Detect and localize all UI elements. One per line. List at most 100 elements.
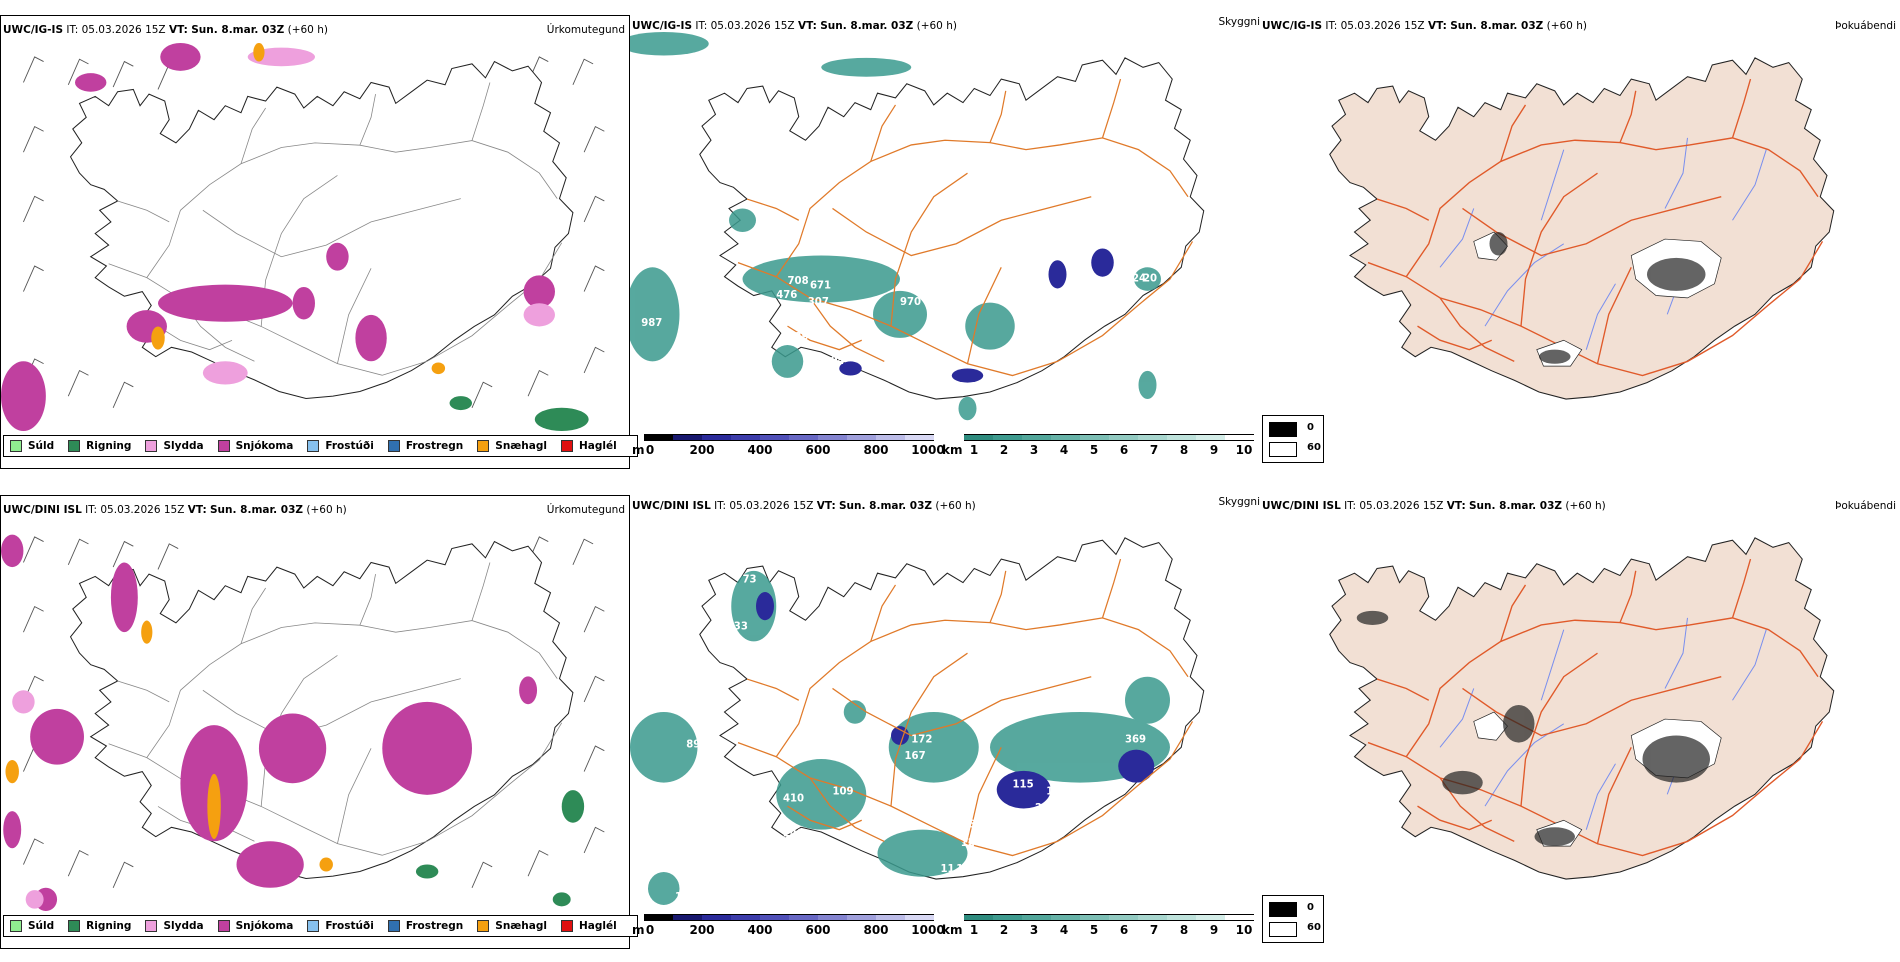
svg-text:18: 18	[1008, 246, 1022, 258]
fog-areas	[1356, 610, 1710, 847]
svg-text:708: 708	[788, 275, 809, 287]
svg-text:109: 109	[833, 785, 854, 797]
fog-title: Þokuábendi	[1835, 20, 1896, 32]
rain-areas	[415, 790, 585, 907]
svg-text:11: 11	[855, 863, 869, 875]
fog-legend-top: 0 60	[1262, 415, 1324, 463]
precip-type-panel: UWC/IG-IS IT: 05.03.2026 15Z VT: Sun. 8.…	[0, 15, 638, 469]
svg-text:970: 970	[900, 296, 921, 308]
svg-text:624: 624	[1125, 272, 1146, 284]
svg-text:416: 416	[1035, 324, 1056, 336]
legend-frostudi: Frostúði	[307, 440, 374, 452]
fog-title: Þokuábendi	[1835, 500, 1896, 512]
svg-text:73: 73	[743, 573, 757, 585]
legend-rigning: Rigning	[68, 920, 131, 932]
svg-text:89: 89	[1080, 792, 1094, 804]
legend-snaehagl: Snæhagl	[477, 920, 547, 932]
panel-header: UWC/IG-IS IT: 05.03.2026 15Z VT: Sun. 8.…	[1262, 20, 1587, 32]
svg-text:34: 34	[936, 378, 950, 390]
legend-frostregn: Frostregn	[387, 920, 463, 932]
sleet-areas	[12, 690, 44, 909]
precip-legend: Súld Rigning Slydda Snjókoma Frostúði Fr…	[3, 435, 638, 457]
svg-text:964: 964	[927, 785, 948, 797]
fog-map	[1329, 57, 1835, 400]
svg-text:671: 671	[810, 279, 831, 291]
low-cloudbase-areas	[839, 248, 1114, 383]
svg-text:168: 168	[1046, 785, 1067, 797]
svg-text:249: 249	[1035, 802, 1056, 814]
forecast-row-dini-isl: UWC/DINI ISL IT: 05.03.2026 15Z VT: Sun.…	[0, 492, 1900, 962]
legend-slydda: Slydda	[145, 440, 204, 452]
svg-text:11: 11	[941, 863, 955, 875]
low-cloudbase-areas	[756, 592, 1155, 809]
precip-title: Úrkomutegund	[546, 504, 625, 516]
visibility-unit: km	[942, 443, 963, 457]
rain-areas	[449, 396, 589, 431]
forecast-row-ig-is: UWC/IG-IS IT: 05.03.2026 15Z VT: Sun. 8.…	[0, 12, 1900, 482]
snow-areas	[1, 42, 555, 431]
legend-haglel: Haglél	[560, 440, 617, 452]
svg-text:111: 111	[956, 863, 977, 875]
svg-text:167: 167	[905, 750, 926, 762]
visibility-title: Skyggni	[1218, 16, 1261, 28]
svg-text:104: 104	[824, 355, 845, 367]
sleet-areas	[202, 47, 555, 385]
fog-panel: UWC/IG-IS IT: 05.03.2026 15Z VT: Sun. 8.…	[1260, 12, 1900, 482]
fog-areas	[1489, 232, 1706, 364]
cloudbase-unit: m	[632, 443, 645, 457]
precip-map	[1, 534, 605, 911]
svg-text:895: 895	[686, 738, 707, 750]
visibility-title: Skyggni	[1218, 496, 1261, 508]
panel-header: UWC/DINI ISL IT: 05.03.2026 15Z VT: Sun.…	[632, 500, 976, 512]
precip-type-panel: UWC/DINI ISL IT: 05.03.2026 15Z VT: Sun.…	[0, 495, 638, 949]
snowpellet-areas	[151, 42, 446, 375]
cloudbase-unit: m	[632, 923, 645, 937]
svg-text:410: 410	[783, 792, 804, 804]
legend-frostudi: Frostúði	[307, 920, 374, 932]
svg-text:249: 249	[783, 828, 804, 840]
legend-rigning: Rigning	[68, 440, 131, 452]
legend-snjokoma: Snjókoma	[217, 440, 293, 452]
svg-text:239: 239	[788, 331, 809, 343]
visibility-panel: UWC/DINI ISL IT: 05.03.2026 15Z VT: Sun.…	[630, 496, 1261, 937]
legend-frostregn: Frostregn	[387, 440, 463, 452]
low-visibility-areas	[630, 32, 1161, 421]
precip-title: Úrkomutegund	[546, 24, 625, 36]
panel-header: UWC/DINI ISL IT: 05.03.2026 15Z VT: Sun.…	[3, 504, 347, 516]
fog-panel: UWC/DINI ISL IT: 05.03.2026 15Z VT: Sun.…	[1260, 492, 1900, 962]
svg-text:20: 20	[1143, 272, 1157, 284]
snow-areas	[1, 534, 538, 911]
visibility-unit: km	[942, 923, 963, 937]
fog-legend-bottom: 0 60	[1262, 895, 1324, 943]
visibility-map: 73 233 895 410 249 109 281 172 167 964 3…	[630, 537, 1205, 905]
precip-map	[1, 42, 605, 431]
legend-slydda: Slydda	[145, 920, 204, 932]
panel-header: UWC/IG-IS IT: 05.03.2026 15Z VT: Sun. 8.…	[632, 20, 957, 32]
snowpellet-areas	[5, 620, 333, 872]
cloudbase-labels: 73 233 895 410 249 109 281 172 167 964 3…	[675, 573, 1146, 903]
svg-text:476: 476	[776, 289, 797, 301]
legend-suld: Súld	[10, 440, 54, 452]
svg-text:307: 307	[808, 296, 829, 308]
visibility-panel: UWC/IG-IS IT: 05.03.2026 15Z VT: Sun. 8.…	[630, 12, 1260, 482]
svg-text:115: 115	[1013, 778, 1034, 790]
cloudbase-labels: 708 671 476 307 970 239 104 63 34 987 62…	[641, 246, 1157, 390]
panel-header: UWC/IG-IS IT: 05.03.2026 15Z VT: Sun. 8.…	[3, 24, 328, 36]
legend-snjokoma: Snjókoma	[217, 920, 293, 932]
legend-suld: Súld	[10, 920, 54, 932]
panel-header: UWC/DINI ISL IT: 05.03.2026 15Z VT: Sun.…	[1262, 500, 1606, 512]
svg-text:172: 172	[911, 733, 932, 745]
svg-text:369: 369	[1125, 733, 1146, 745]
legend-haglel: Haglél	[560, 920, 617, 932]
svg-text:12: 12	[961, 837, 975, 849]
svg-text:233: 233	[727, 620, 748, 632]
fog-map	[1329, 537, 1835, 880]
visibility-map: 708 671 476 307 970 239 104 63 34 987 62…	[630, 32, 1205, 421]
svg-text:281: 281	[866, 762, 887, 774]
precip-legend: Súld Rigning Slydda Snjókoma Frostúði Fr…	[3, 915, 638, 937]
svg-text:118: 118	[675, 891, 696, 903]
svg-text:61: 61	[1089, 300, 1103, 312]
svg-text:96: 96	[961, 818, 975, 830]
svg-text:987: 987	[641, 317, 662, 329]
legend-snaehagl: Snæhagl	[477, 440, 547, 452]
